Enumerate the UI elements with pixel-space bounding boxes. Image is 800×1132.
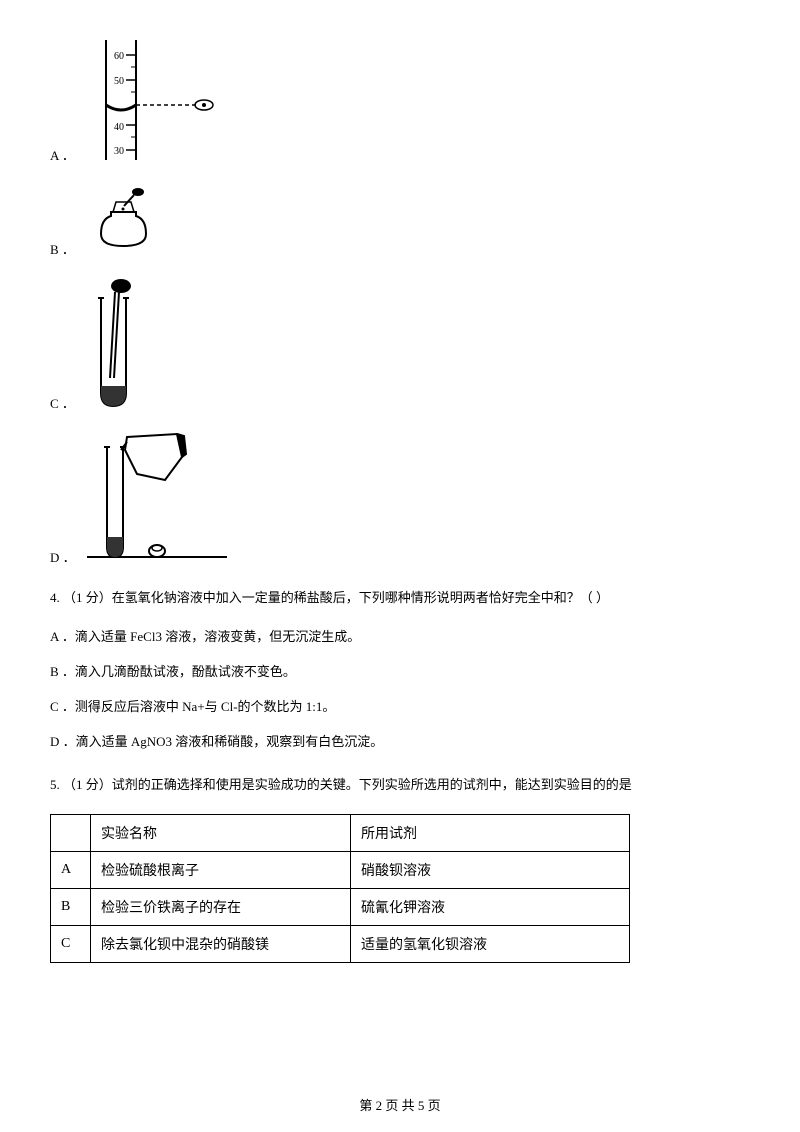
row-a-name: 检验硫酸根离子 bbox=[91, 851, 351, 888]
svg-text:40: 40 bbox=[114, 122, 124, 133]
q4-choice-d[interactable]: D ．滴入适量 AgNO3 溶液和稀硝酸，观察到有白色沉淀。 bbox=[50, 732, 750, 753]
svg-text:60: 60 bbox=[114, 51, 124, 62]
question-4-text: 4. （1 分）在氢氧化钠溶液中加入一定量的稀盐酸后，下列哪种情形说明两者恰好完… bbox=[50, 586, 750, 609]
q4-choice-b[interactable]: B ．滴入几滴酚酞试液，酚酞试液不变色。 bbox=[50, 662, 750, 683]
question-5-text: 5. （1 分）试剂的正确选择和使用是实验成功的关键。下列实验所选用的试剂中，能… bbox=[50, 773, 750, 796]
q4-choice-c[interactable]: C ．测得反应后溶液中 Na+与 Cl-的个数比为 1:1。 bbox=[50, 697, 750, 718]
row-c-label: C bbox=[51, 925, 91, 962]
row-a-label: A bbox=[51, 851, 91, 888]
page-footer: 第 2 页 共 5 页 bbox=[0, 1095, 800, 1114]
table-row: A 检验硫酸根离子 硝酸钡溶液 bbox=[51, 851, 630, 888]
header-reagent: 所用试剂 bbox=[351, 814, 630, 851]
reagent-bottle-diagram bbox=[86, 184, 166, 258]
dropper-testtube-diagram bbox=[86, 278, 146, 412]
row-a-reagent: 硝酸钡溶液 bbox=[351, 851, 630, 888]
table-header-row: 实验名称 所用试剂 bbox=[51, 814, 630, 851]
option-b-label: B ． bbox=[50, 239, 75, 258]
q3-option-b[interactable]: B ． bbox=[50, 184, 750, 258]
row-c-reagent: 适量的氢氧化钡溶液 bbox=[351, 925, 630, 962]
q3-option-a[interactable]: A ． 60 50 40 30 bbox=[50, 40, 750, 164]
graduated-cylinder-diagram: 60 50 40 30 bbox=[86, 40, 216, 164]
row-b-reagent: 硫氰化钾溶液 bbox=[351, 888, 630, 925]
option-c-label: C ． bbox=[50, 393, 75, 412]
pouring-testtube-diagram bbox=[87, 432, 227, 566]
svg-text:50: 50 bbox=[114, 76, 124, 87]
row-c-name: 除去氯化钡中混杂的硝酸镁 bbox=[91, 925, 351, 962]
row-b-label: B bbox=[51, 888, 91, 925]
header-blank bbox=[51, 814, 91, 851]
row-b-name: 检验三价铁离子的存在 bbox=[91, 888, 351, 925]
header-experiment: 实验名称 bbox=[91, 814, 351, 851]
q3-option-c[interactable]: C ． bbox=[50, 278, 750, 412]
q3-option-d[interactable]: D ． bbox=[50, 432, 750, 566]
svg-text:30: 30 bbox=[114, 146, 124, 157]
q4-choice-a[interactable]: A ．滴入适量 FeCl3 溶液，溶液变黄，但无沉淀生成。 bbox=[50, 627, 750, 648]
reagent-table: 实验名称 所用试剂 A 检验硫酸根离子 硝酸钡溶液 B 检验三价铁离子的存在 硫… bbox=[50, 814, 630, 963]
table-row: B 检验三价铁离子的存在 硫氰化钾溶液 bbox=[51, 888, 630, 925]
option-d-label: D ． bbox=[50, 547, 76, 566]
option-a-label: A ． bbox=[50, 145, 75, 164]
table-row: C 除去氯化钡中混杂的硝酸镁 适量的氢氧化钡溶液 bbox=[51, 925, 630, 962]
